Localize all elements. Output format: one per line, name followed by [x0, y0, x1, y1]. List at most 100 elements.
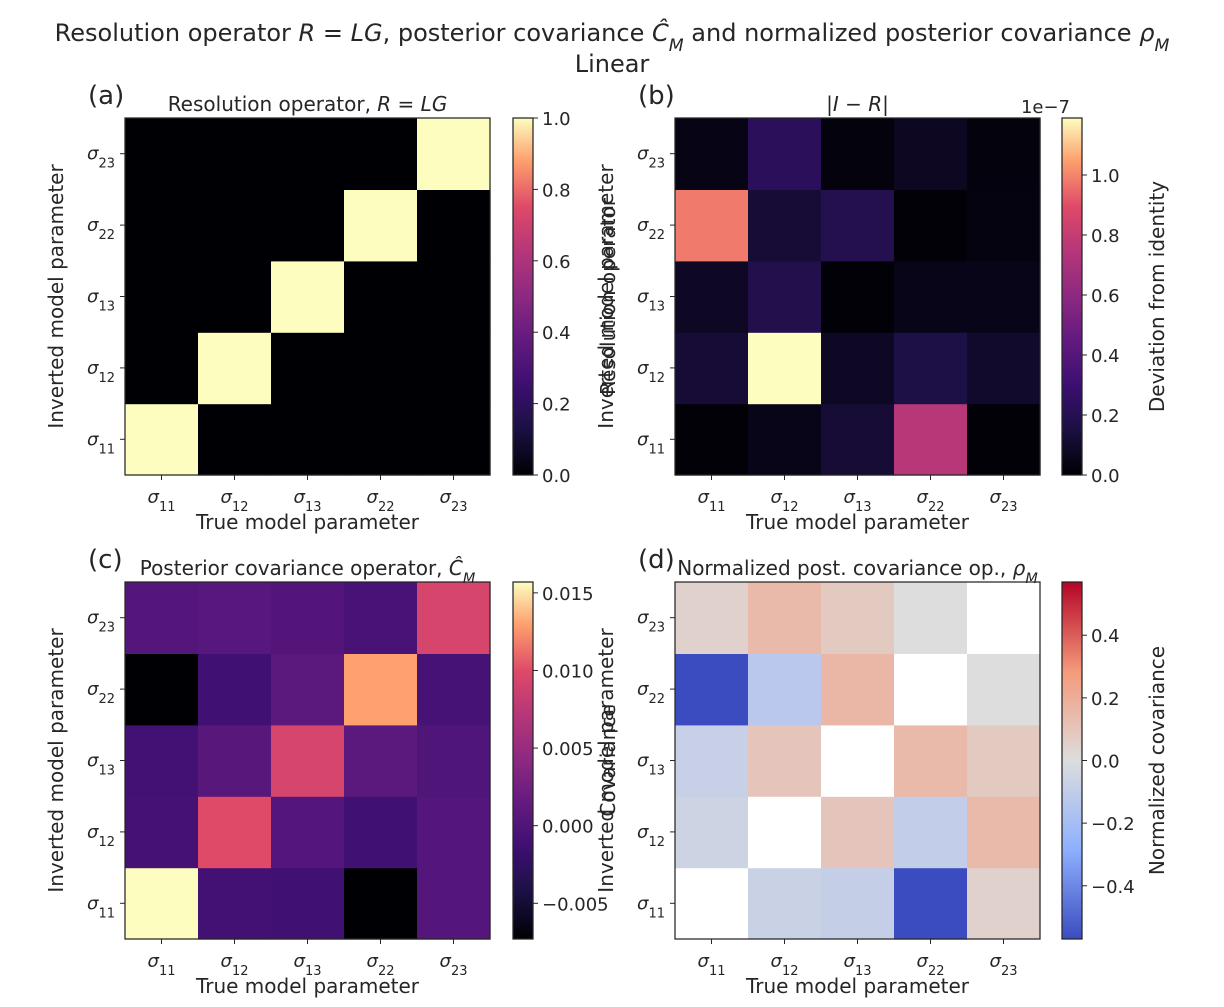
heatmap-cell: [894, 189, 968, 262]
colorbar-tick-label: 1.0: [1091, 166, 1120, 187]
y-tick-label: σ13: [637, 287, 665, 315]
heatmap-cell: [271, 118, 345, 190]
heatmap-cell: [748, 189, 822, 262]
heatmap-cell: [675, 332, 749, 405]
panel-letter: (a): [88, 81, 124, 111]
heatmap-cell: [821, 332, 895, 405]
colorbar-tick-label: 0.6: [542, 252, 571, 273]
colorbar-tick-label: 0.8: [542, 180, 571, 201]
heatmap-cell: [417, 653, 491, 726]
heatmap-cell: [198, 332, 272, 405]
x-tick-label: σ11: [698, 487, 726, 515]
colorbar-tick-label: 0.005: [542, 739, 594, 760]
heatmap-cell: [417, 582, 491, 654]
panel-title: |I − R|: [826, 92, 889, 116]
panel-title: Resolution operator, R = LG: [168, 92, 448, 116]
heatmap-cell: [125, 796, 199, 869]
y-tick-label: σ12: [87, 822, 115, 850]
heatmap-cell: [417, 403, 491, 476]
y-tick-label: σ13: [87, 751, 115, 779]
heatmap-cell: [821, 118, 895, 190]
colorbar-tick-label: −0.2: [1091, 814, 1135, 835]
heatmap-cell: [344, 403, 418, 476]
y-tick-label: σ22: [87, 215, 115, 243]
y-tick-label: σ13: [637, 751, 665, 779]
heatmap-cell: [821, 796, 895, 869]
colorbar-label: Deviation from identity: [1145, 181, 1169, 412]
x-tick-label: σ23: [990, 487, 1018, 515]
x-tick-label: σ22: [917, 951, 945, 979]
heatmap-cell: [894, 582, 968, 654]
heatmap-cell: [967, 796, 1041, 869]
heatmap-cell: [271, 332, 345, 405]
heatmap-cell: [271, 582, 345, 654]
x-tick-label: σ11: [698, 951, 726, 979]
x-tick-label: σ13: [844, 951, 872, 979]
y-tick-label: σ11: [637, 429, 665, 457]
y-tick-label: σ22: [637, 215, 665, 243]
colorbar-tick-label: 1.0: [542, 109, 571, 130]
colorbar-tick-label: 0.015: [542, 584, 594, 605]
panel-b: σ11 σ11 σ12 σ12 σ13 σ13 σ22 σ22 σ23 σ23 True model…: [594, 81, 1169, 534]
heatmap-cell: [967, 332, 1041, 405]
heatmap-cell: [675, 260, 749, 333]
panel-title: Posterior covariance operator, ĈM: [140, 556, 476, 587]
colorbar-label: Normalized covariance: [1145, 646, 1169, 875]
colorbar-tick-label: 0.4: [1091, 346, 1120, 367]
y-axis-label: Inverted model parameter: [594, 628, 618, 893]
heatmap-cell: [125, 332, 199, 405]
y-axis-label: Inverted model parameter: [44, 164, 68, 429]
y-axis-label: Inverted model parameter: [44, 628, 68, 893]
x-tick-label: σ12: [771, 487, 799, 515]
heatmap-cell: [417, 332, 491, 405]
heatmap-cell: [198, 796, 272, 869]
heatmap-cell: [821, 260, 895, 333]
heatmap-cell: [344, 653, 418, 726]
heatmap-cell: [198, 582, 272, 654]
x-tick-label: σ23: [440, 487, 468, 515]
heatmap-cell: [967, 189, 1041, 262]
x-tick-label: σ13: [844, 487, 872, 515]
heatmap-cell: [198, 189, 272, 262]
heatmap-cell: [967, 724, 1041, 797]
heatmap-cell: [417, 260, 491, 333]
y-axis-label: Inverted model parameter: [594, 164, 618, 429]
colorbar: [512, 581, 534, 940]
heatmap-cell: [894, 403, 968, 476]
heatmap-cell: [417, 118, 491, 190]
x-tick-label: σ22: [367, 487, 395, 515]
colorbar-tick-label: 0.2: [1091, 406, 1120, 427]
heatmap-cell: [821, 724, 895, 797]
heatmap-cell: [344, 118, 418, 190]
figure-suptitle: Resolution operator R = LG, posterior co…: [55, 17, 1170, 56]
heatmap-cell: [821, 403, 895, 476]
heatmap-cell: [748, 260, 822, 333]
heatmap-cell: [821, 867, 895, 940]
heatmap-cell: [748, 724, 822, 797]
heatmap-cell: [417, 867, 491, 940]
heatmap-cell: [675, 653, 749, 726]
heatmap-cell: [967, 582, 1041, 654]
colorbar-offset-label: 1e−7: [1021, 97, 1070, 118]
heatmap-cell: [967, 867, 1041, 940]
y-tick-label: σ11: [637, 893, 665, 921]
y-tick-label: σ23: [87, 144, 115, 172]
x-tick-label: σ13: [294, 487, 322, 515]
colorbar-label: Resolution operator: [596, 197, 620, 395]
colorbar-tick-label: 0.2: [542, 395, 571, 416]
y-tick-label: σ23: [637, 608, 665, 636]
heatmap-cell: [894, 724, 968, 797]
colorbar-tick-label: 0.000: [542, 817, 594, 838]
x-tick-label: σ23: [990, 951, 1018, 979]
heatmap-cell: [344, 260, 418, 333]
heatmap-cell: [967, 653, 1041, 726]
y-tick-label: σ12: [637, 358, 665, 386]
heatmap-cell: [271, 653, 345, 726]
heatmap-cell: [967, 118, 1041, 190]
colorbar-tick-label: 0.0: [1091, 466, 1120, 487]
heatmap-cell: [198, 403, 272, 476]
heatmap-cell: [675, 724, 749, 797]
heatmap-cell: [967, 403, 1041, 476]
x-axis-label: True model parameter: [745, 974, 970, 998]
panel-letter: (d): [638, 545, 675, 575]
